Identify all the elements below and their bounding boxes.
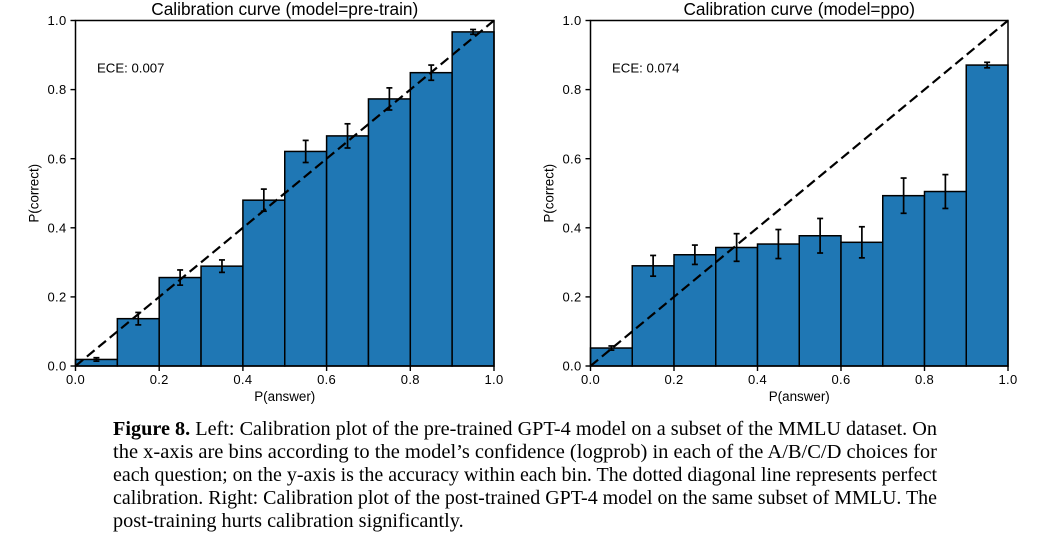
svg-text:P(answer): P(answer) [254, 389, 315, 404]
svg-text:0.0: 0.0 [581, 372, 600, 387]
svg-text:0.6: 0.6 [317, 372, 336, 387]
svg-text:P(answer): P(answer) [769, 389, 830, 404]
svg-text:0.6: 0.6 [48, 151, 67, 166]
svg-text:0.2: 0.2 [665, 372, 684, 387]
svg-text:Calibration curve (model=ppo): Calibration curve (model=ppo) [683, 0, 915, 19]
svg-text:0.4: 0.4 [748, 372, 767, 387]
svg-text:P(correct): P(correct) [27, 164, 42, 223]
svg-text:0.2: 0.2 [48, 289, 67, 304]
svg-text:0.8: 0.8 [48, 82, 67, 97]
svg-text:0.0: 0.0 [48, 359, 67, 374]
svg-text:ECE: 0.007: ECE: 0.007 [97, 60, 164, 75]
svg-text:1.0: 1.0 [563, 13, 582, 28]
svg-text:0.4: 0.4 [563, 220, 582, 235]
svg-text:0.0: 0.0 [66, 372, 85, 387]
svg-text:0.6: 0.6 [563, 151, 582, 166]
svg-text:1.0: 1.0 [48, 13, 67, 28]
svg-text:0.8: 0.8 [915, 372, 934, 387]
svg-text:0.8: 0.8 [401, 372, 420, 387]
svg-text:0.2: 0.2 [563, 289, 582, 304]
svg-text:0.6: 0.6 [832, 372, 851, 387]
svg-text:0.8: 0.8 [563, 82, 582, 97]
svg-text:ECE: 0.074: ECE: 0.074 [612, 60, 679, 75]
svg-text:Calibration curve (model=pre-t: Calibration curve (model=pre-train) [151, 0, 418, 19]
svg-text:0.4: 0.4 [233, 372, 252, 387]
svg-text:0.4: 0.4 [48, 220, 67, 235]
svg-text:1.0: 1.0 [999, 372, 1018, 387]
svg-text:1.0: 1.0 [485, 372, 504, 387]
svg-text:P(correct): P(correct) [542, 164, 557, 223]
svg-text:0.0: 0.0 [563, 359, 582, 374]
svg-text:0.2: 0.2 [150, 372, 169, 387]
